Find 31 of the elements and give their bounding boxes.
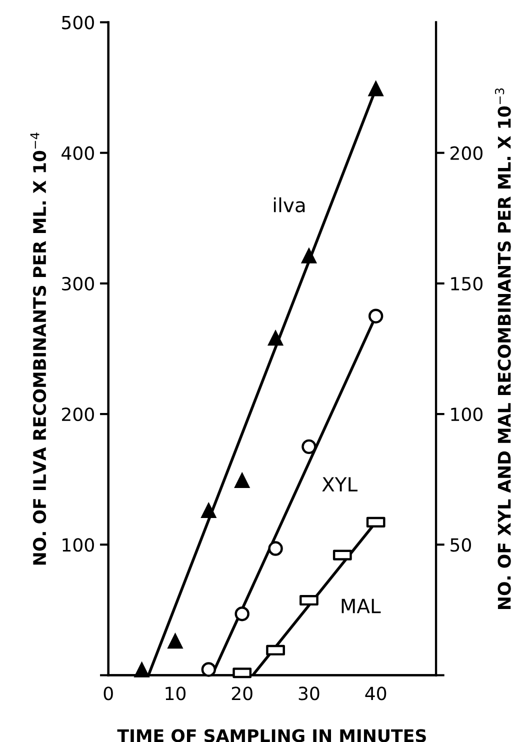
y-tick-label: 200 [62, 407, 94, 422]
point [302, 248, 316, 264]
point [368, 82, 384, 96]
y2-axis-title: NO. OF XYL AND MAL RECOMBINANTS PER ML. X 10$^{−3}$ [494, 88, 511, 609]
y-tick-label: 300 [62, 276, 94, 291]
x-tick-label: 0 [104, 686, 113, 700]
point [368, 308, 384, 324]
x-tick-label: 10 [166, 686, 186, 700]
y-tick-label: 100 [62, 538, 94, 552]
y2-tick-label: 100 [451, 407, 482, 422]
x-tick-label: 30 [298, 686, 320, 700]
series-label: ilva [274, 197, 305, 212]
x-tick-label: 20 [232, 686, 252, 700]
y2-tick-label: 50 [450, 538, 471, 552]
series-label: MAL [342, 598, 381, 614]
point [302, 439, 316, 454]
series-label: XYL [322, 477, 358, 492]
point [268, 541, 283, 556]
y-tick-label: 500 [62, 16, 94, 30]
y-axis-title: NO. OF ILVA RECOMBINANTS PER ML. X 10$^{−4}$ [30, 132, 46, 565]
point [268, 330, 283, 346]
point [234, 606, 250, 622]
y2-tick-label: 200 [450, 146, 482, 160]
x-axis-title: TIME OF SAMPLING IN MINUTES [117, 729, 426, 742]
point [234, 473, 250, 488]
point [201, 662, 216, 677]
y2-tick-label: 150 [451, 276, 482, 291]
x-tick-label: 40 [365, 686, 386, 700]
point [168, 634, 183, 649]
point [201, 503, 216, 518]
y-tick-label: 400 [62, 146, 94, 160]
